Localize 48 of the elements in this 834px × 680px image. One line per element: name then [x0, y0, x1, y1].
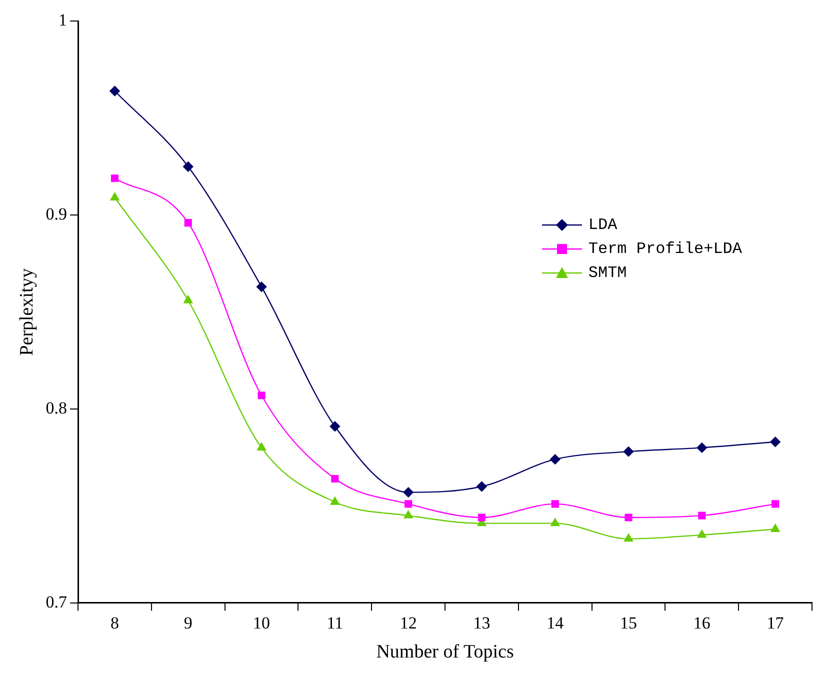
point — [624, 514, 632, 522]
y-axis-title: Perplexityy — [16, 268, 38, 356]
x-tick-label: 16 — [693, 613, 710, 632]
point — [330, 496, 340, 505]
point — [403, 487, 414, 498]
x-tick-label: 10 — [253, 613, 270, 632]
x-tick-label: 13 — [473, 613, 490, 632]
point — [623, 446, 634, 457]
y-tick-label: 1 — [58, 10, 68, 30]
y-tick-label: 0.7 — [46, 592, 68, 612]
point — [476, 481, 487, 492]
point — [404, 510, 413, 518]
x-tick-label: 11 — [326, 613, 344, 632]
point — [478, 514, 486, 522]
x-tick-label: 9 — [184, 613, 192, 632]
point — [550, 454, 560, 464]
point — [110, 192, 120, 200]
x-tick-label: 15 — [620, 613, 638, 632]
point — [184, 295, 193, 304]
y-tick-label: 0.8 — [46, 398, 68, 418]
legend-label: LDA — [588, 215, 618, 236]
point — [183, 162, 194, 172]
point — [404, 500, 412, 508]
legend-label: Term Profile+LDA — [588, 239, 742, 260]
point — [258, 392, 266, 400]
point — [698, 512, 706, 520]
y-tick-label: 0.9 — [46, 204, 68, 224]
point — [551, 500, 559, 508]
point — [696, 442, 708, 453]
point — [770, 436, 780, 447]
x-tick-label: 8 — [110, 613, 119, 632]
point — [550, 518, 560, 526]
point — [770, 524, 780, 532]
point — [772, 500, 780, 508]
point — [184, 219, 192, 227]
legend-label: SMTM — [588, 263, 627, 284]
point — [331, 474, 339, 483]
point — [256, 282, 267, 292]
x-axis-title: Number of Topics — [376, 642, 514, 663]
point — [330, 421, 340, 432]
x-tick-label: 12 — [400, 613, 417, 632]
point — [110, 174, 119, 182]
point — [624, 534, 634, 542]
point — [697, 530, 706, 538]
point — [110, 86, 120, 96]
point — [257, 442, 266, 451]
x-tick-label: 14 — [546, 613, 564, 632]
x-tick-label: 17 — [766, 613, 784, 632]
